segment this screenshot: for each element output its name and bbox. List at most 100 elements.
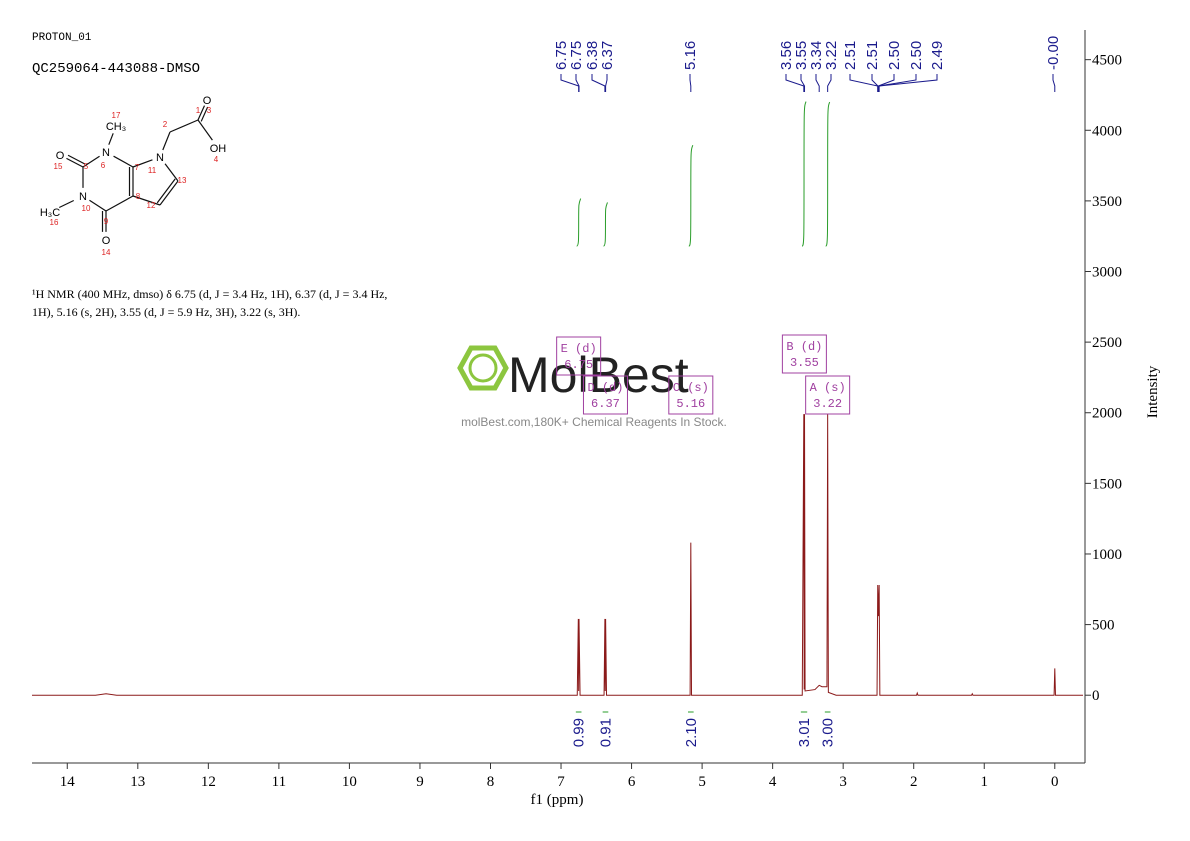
atom-symbol: O [56,150,65,162]
bond [82,155,100,168]
atom-symbol: OH [210,143,227,155]
experiment-name: PROTON_01 [32,32,92,44]
peak-leader [815,74,820,92]
atom-number: 11 [148,166,157,175]
peak-leader [871,74,879,92]
x-axis-label: f1 (ppm) [531,792,584,808]
x-tick-label: 5 [698,774,706,790]
atom-number: 10 [82,204,91,213]
atom-symbol: CH₃ [106,121,126,133]
multiplet-name: A (s) [810,381,846,395]
peak-label: 2.49 [929,41,946,70]
watermark-tagline: molBest.com,180K+ Chemical Reagents In S… [461,415,727,429]
peak-leader [877,74,895,92]
x-tick-label: 3 [839,774,847,790]
multiplet-name: C (s) [673,381,709,395]
x-tick-label: 7 [557,774,565,790]
peak-label: 3.34 [808,41,825,70]
bond [108,133,114,145]
bond [89,199,107,212]
bond [200,106,209,122]
multiplet-box [805,375,851,415]
peak-label: 3.22 [823,41,840,70]
peak-leader [689,74,692,92]
x-tick-label: 8 [487,774,495,790]
atom-number: 7 [135,163,140,172]
integral-curve [688,145,694,247]
spectrum-line [32,414,1083,696]
peak-label: -0.00 [1045,36,1062,70]
integral-curve [801,101,807,247]
y-tick-label: 4000 [1092,123,1122,139]
x-tick-label: 11 [272,774,286,790]
peak-leader [1052,74,1056,92]
y-tick-label: 1000 [1092,547,1122,563]
multiplet-shift: 5.16 [676,397,705,411]
peak-label: 2.50 [908,41,925,70]
multiplet-box [668,375,714,415]
peak-leader [827,74,832,92]
integral-label: 2.10 [683,718,700,747]
y-tick-label: 2500 [1092,335,1122,351]
peak-leader [849,74,879,92]
peak-label: 6.75 [568,41,585,70]
peak-leader [605,74,608,92]
bond [162,131,171,151]
peak-leader [785,74,805,92]
peak-label: 5.16 [682,41,699,70]
multiplet-shift: 3.55 [790,356,819,370]
bond [132,195,161,206]
y-tick-label: 1500 [1092,476,1122,492]
watermark-logo [457,345,509,391]
atom-symbol: N [102,147,110,159]
atom-number: 3 [207,106,212,115]
peak-leader [800,74,806,92]
x-tick-label: 1 [980,774,988,790]
peak-leader [591,74,606,92]
bond [164,163,179,182]
bond [132,159,153,168]
x-tick-label: 4 [769,774,777,790]
multiplet-shift: 6.75 [564,358,593,372]
atom-symbol: O [102,235,111,247]
atom-number: 15 [54,162,63,171]
x-tick-label: 14 [60,774,76,790]
atom-symbol: O [203,95,212,107]
peak-label: 6.38 [584,41,601,70]
peak-leader [575,74,580,92]
integral-label: 3.00 [820,718,837,747]
x-tick-label: 13 [130,774,145,790]
bond [197,119,213,141]
bond [169,119,199,133]
atom-symbol: H₃C [40,207,60,219]
multiplet-name: B (d) [786,340,822,354]
y-axis-label: Intensity [1145,365,1161,418]
y-tick-label: 3500 [1092,194,1122,210]
atom-number: 13 [178,176,187,185]
x-tick-label: 6 [628,774,636,790]
atom-number: 8 [136,192,141,201]
atom-number: 9 [104,217,109,226]
multiplet-box [582,375,628,415]
peak-label: 2.50 [886,41,903,70]
multiplet-name: E (d) [561,342,597,356]
peak-label: 6.75 [553,41,570,70]
bond [66,157,84,168]
atom-number: 1 [196,106,201,115]
nmr-description: ¹H NMR (400 MHz, dmso) δ 6.75 (d, J = 3.… [32,287,387,301]
multiplet-shift: 6.37 [591,397,620,411]
y-tick-label: 0 [1092,688,1100,704]
peak-label: 6.37 [599,41,616,70]
bond [58,199,75,209]
x-tick-label: 10 [342,774,357,790]
integral-curve [825,101,831,247]
y-tick-label: 500 [1092,618,1115,634]
peak-label: 2.51 [842,41,859,70]
integral-curve [603,202,608,247]
x-tick-label: 9 [416,774,424,790]
atom-number: 16 [50,218,59,227]
atom-number: 2 [163,120,168,129]
bond [67,154,85,165]
bond [159,180,179,206]
